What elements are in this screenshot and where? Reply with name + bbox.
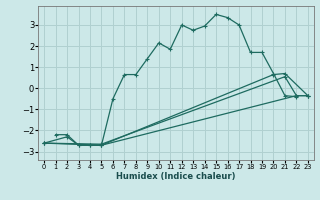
X-axis label: Humidex (Indice chaleur): Humidex (Indice chaleur)	[116, 172, 236, 181]
